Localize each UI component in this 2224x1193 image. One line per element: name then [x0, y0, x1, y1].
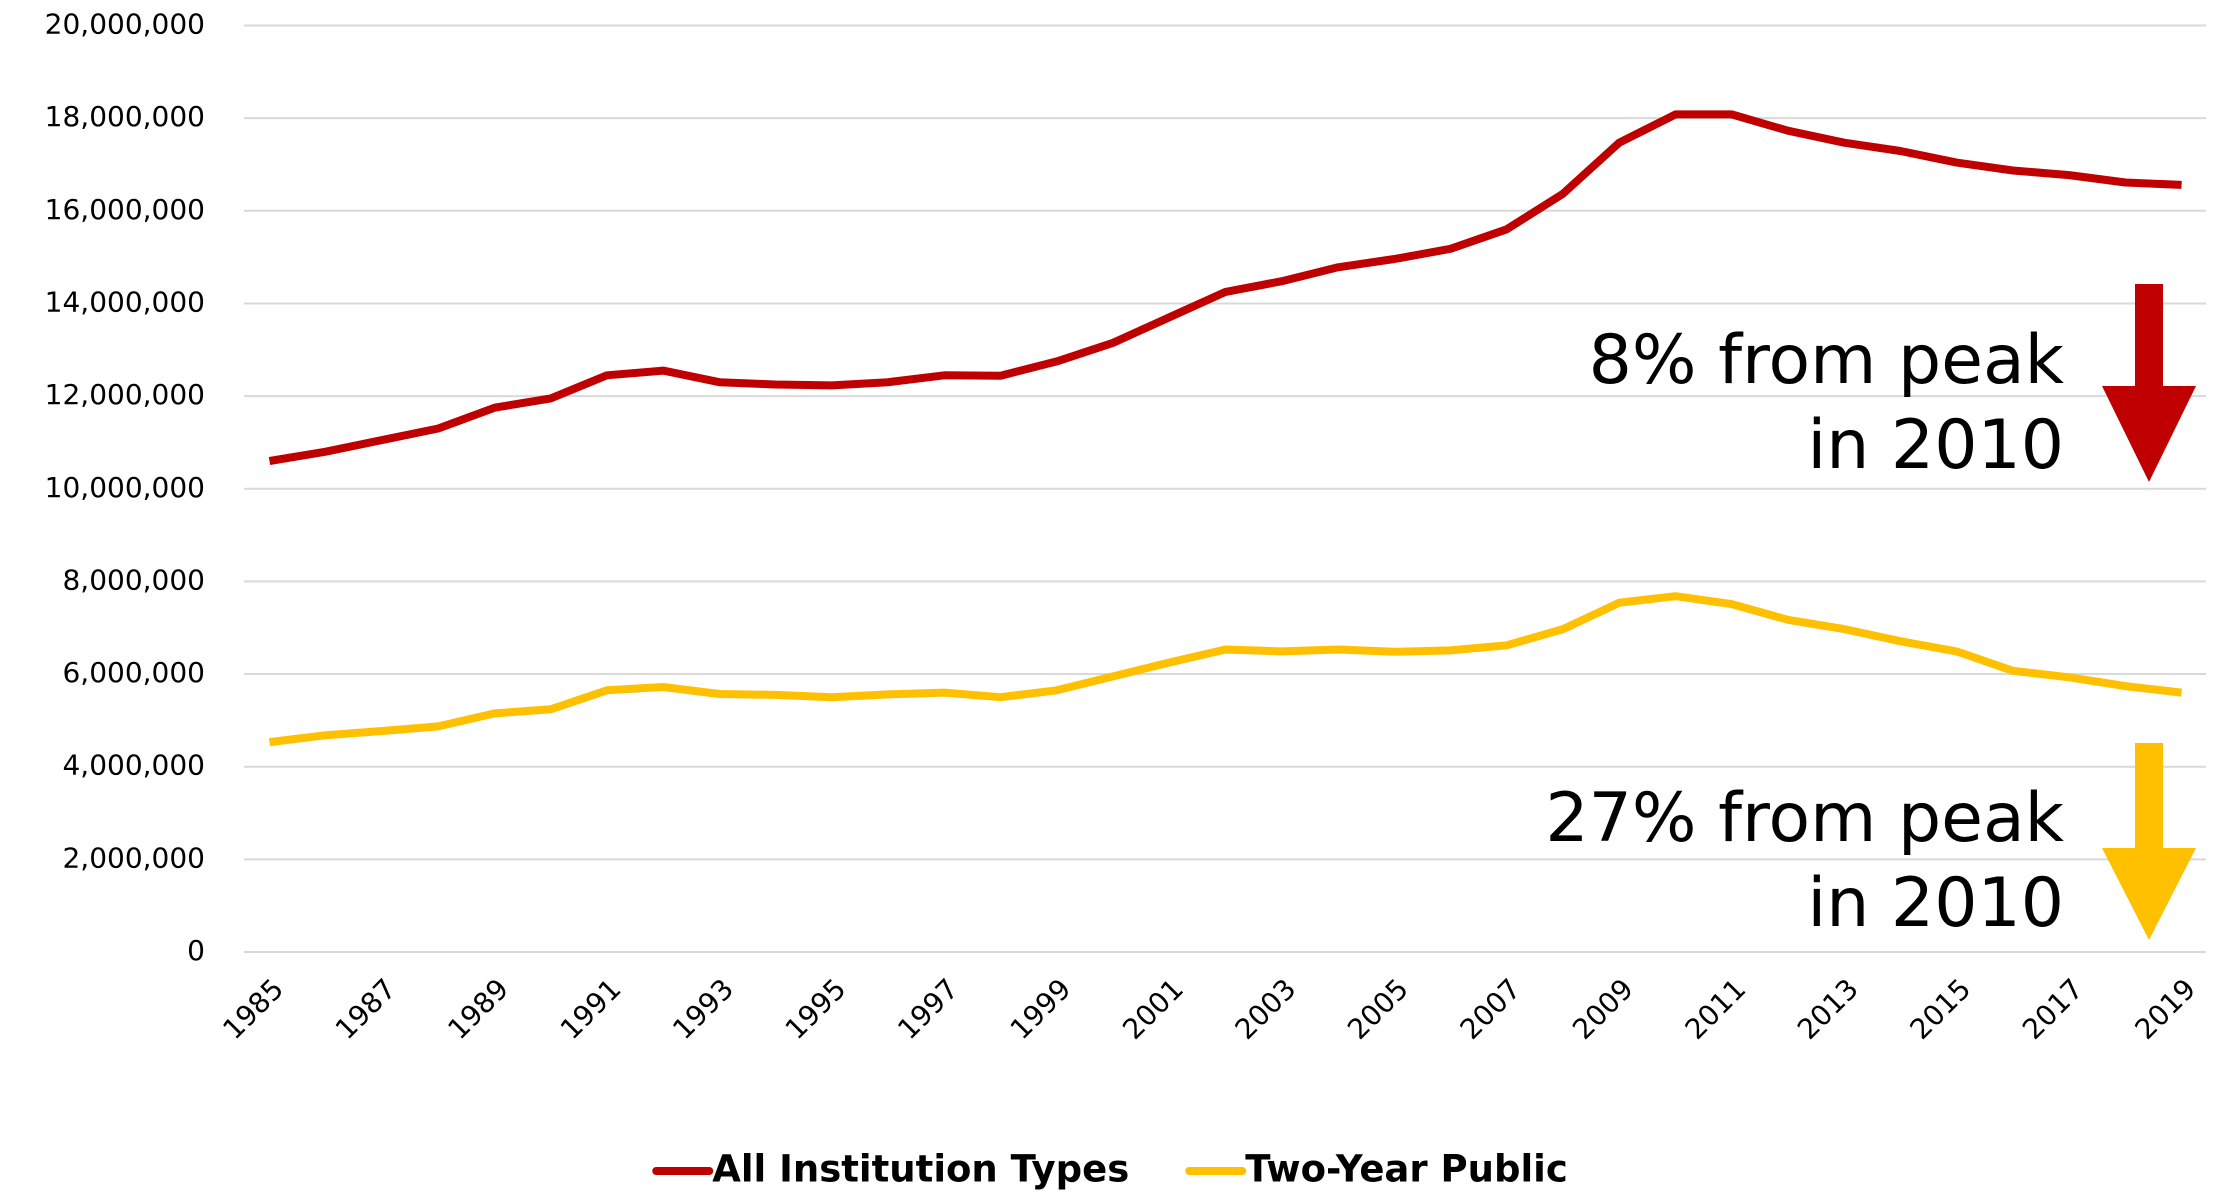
annotation-arrow — [2102, 743, 2196, 940]
legend-item: Two-Year Public — [1185, 1148, 1568, 1191]
y-tick-label: 18,000,000 — [45, 100, 205, 133]
x-tick-label: 2007 — [1454, 972, 1528, 1046]
annotation: in 2010 — [1807, 864, 2064, 943]
x-tick-label: 1989 — [441, 972, 515, 1046]
legend-label: All Institution Types — [712, 1148, 1129, 1191]
x-tick-label: 1985 — [216, 972, 290, 1046]
x-tick-label: 1997 — [891, 972, 965, 1046]
x-tick-label: 2019 — [2128, 972, 2202, 1046]
y-tick-label: 16,000,000 — [45, 193, 205, 226]
x-tick-label: 1993 — [666, 972, 740, 1046]
y-tick-label: 12,000,000 — [45, 378, 205, 411]
y-tick-label: 8,000,000 — [62, 563, 205, 596]
legend-label: Two-Year Public — [1245, 1148, 1568, 1191]
x-tick-label: 2001 — [1116, 972, 1190, 1046]
y-tick-label: 6,000,000 — [62, 656, 205, 689]
x-tick-label: 2011 — [1679, 972, 1753, 1046]
x-tick-label: 1995 — [779, 972, 853, 1046]
x-tick-label: 2005 — [1341, 972, 1415, 1046]
y-tick-label: 14,000,000 — [45, 285, 205, 318]
series-line — [269, 592, 2183, 747]
x-tick-label: 2017 — [2016, 972, 2090, 1046]
x-tick-label: 2009 — [1566, 972, 1640, 1046]
annotation: 27% from peak — [1545, 779, 2064, 858]
series-line — [268, 110, 2182, 465]
y-tick-label: 4,000,000 — [62, 749, 205, 782]
x-tick-label: 1999 — [1004, 972, 1078, 1046]
annotation: 8% from peak — [1589, 321, 2065, 400]
legend-item: All Institution Types — [652, 1148, 1129, 1191]
annotation-arrow — [2102, 284, 2196, 482]
x-tick-label: 2003 — [1229, 972, 1303, 1046]
y-tick-label: 20,000,000 — [45, 8, 205, 41]
x-tick-label: 2015 — [1904, 972, 1978, 1046]
y-tick-label: 10,000,000 — [45, 471, 205, 504]
y-tick-label: 2,000,000 — [62, 841, 205, 874]
x-tick-label: 1987 — [329, 972, 403, 1046]
y-tick-label: 0 — [187, 934, 205, 967]
annotation: in 2010 — [1807, 406, 2064, 485]
x-tick-label: 1991 — [554, 972, 628, 1046]
x-tick-label: 2013 — [1791, 972, 1865, 1046]
